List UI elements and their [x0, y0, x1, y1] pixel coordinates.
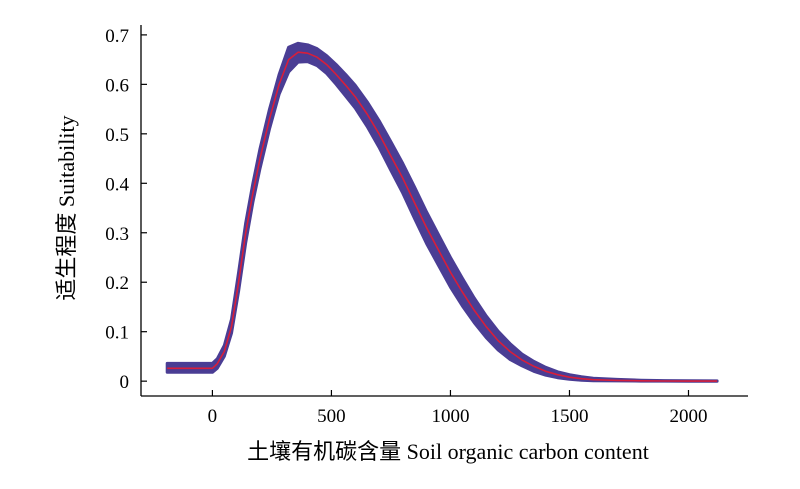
mean-suitability-line	[167, 51, 718, 382]
y-tick-label: 0.6	[105, 75, 129, 96]
y-tick-label: 0.1	[105, 323, 129, 344]
y-ticks: 0 0.1 0.2 0.3 0.4 0.5 0.6 0.7	[105, 26, 147, 393]
x-tick-label: 2000	[669, 406, 707, 427]
y-tick-label: 0.3	[105, 224, 129, 245]
x-axis-title: 土壤有机碳含量 Soil organic carbon content	[247, 439, 649, 464]
x-tick-label: 500	[317, 406, 346, 427]
y-tick-label: 0.7	[105, 26, 129, 47]
y-tick-label: 0.5	[105, 125, 129, 146]
axes: 0 500 1000 1500 2000 0 0.1 0.2 0.3 0.4 0.5 0.6 0.7	[105, 25, 748, 427]
y-tick-label: 0.2	[105, 273, 129, 294]
y-tick-label: 0	[120, 372, 130, 393]
y-tick-label: 0.4	[105, 174, 129, 195]
x-tick-label: 1500	[550, 406, 588, 427]
plot-area	[165, 41, 719, 383]
x-ticks: 0 500 1000 1500 2000	[208, 390, 707, 427]
x-tick-label: 1000	[431, 406, 469, 427]
x-tick-label: 0	[208, 406, 218, 427]
y-axis-title: 适生程度 Suitability	[54, 115, 79, 300]
